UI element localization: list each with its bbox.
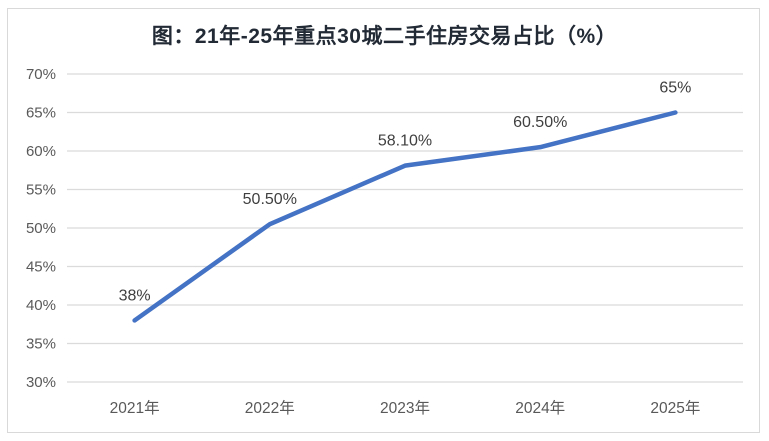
chart-frame [7, 8, 760, 433]
chart-title: 图：21年-25年重点30城二手住房交易占比（%） [151, 25, 618, 48]
y-tick-label: 65% [26, 105, 56, 122]
y-tick-label: 70% [26, 66, 56, 83]
y-tick-label: 55% [26, 182, 56, 199]
x-tick-label: 2022年 [245, 399, 295, 417]
x-tick-label: 2024年 [515, 399, 565, 417]
data-point-label: 60.50% [513, 114, 567, 131]
y-tick-label: 60% [26, 143, 56, 160]
trend-line [132, 110, 678, 323]
y-tick-label: 45% [26, 259, 56, 276]
x-tick-label: 2021年 [110, 399, 160, 417]
data-point-label: 58.10% [378, 133, 432, 150]
data-point-label: 65% [659, 80, 691, 97]
y-tick-label: 30% [26, 374, 56, 391]
x-tick-label: 2025年 [650, 399, 700, 417]
y-tick-label: 35% [26, 336, 56, 353]
data-point-label: 38% [119, 287, 151, 304]
y-tick-label: 50% [26, 220, 56, 237]
x-tick-label: 2023年 [380, 399, 430, 417]
data-point-label: 50.50% [243, 191, 297, 208]
y-tick-label: 40% [26, 297, 56, 314]
